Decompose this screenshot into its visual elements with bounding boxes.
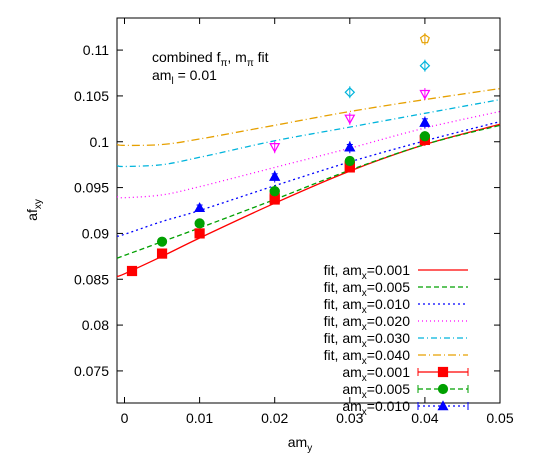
data-points [126,33,431,277]
data-point [156,236,168,247]
data-point [126,265,138,277]
data-point [344,141,356,152]
y-tick-label: 0.11 [83,42,109,58]
y-tick-label: 0.095 [74,180,109,196]
y-tick-label: 0.09 [82,225,109,241]
data-point [344,86,356,98]
annotation-line1: combined fπ, mπ fit [152,49,269,69]
data-point [344,114,356,125]
fit-line-0.030 [116,98,501,168]
legend-marker [437,383,449,395]
fit-line-0.005 [116,124,501,259]
legend-label: fit, amx=0.040 [324,347,411,367]
data-point [194,218,205,229]
plot-frame [116,17,501,404]
legend-label: fit, amx=0.030 [324,330,411,350]
data-point [194,228,205,239]
data-point [419,131,431,142]
x-axis-label: amy [288,434,312,454]
legend-label: amx=0.010 [342,398,410,418]
data-point [419,116,431,127]
data-point [269,170,281,181]
data-point [194,202,206,212]
y-tick-label: 0.105 [74,88,109,104]
x-tick-label: 0.01 [186,410,213,426]
data-point [269,194,280,205]
fit-line-0.040 [116,87,501,147]
legend-label: fit, amx=0.005 [324,279,411,299]
legend-label: fit, amx=0.020 [324,313,411,333]
fit-line-0.001 [116,123,501,278]
data-point [419,33,430,44]
data-point [156,248,168,259]
annotation-line2: aml = 0.01 [152,67,217,87]
data-point [269,186,280,197]
y-tick-label: 0.085 [74,271,109,287]
x-tick-label: 0.05 [486,410,513,426]
y-tick-label: 0.08 [82,317,109,333]
fit-line-0.020 [116,110,501,199]
data-point [269,143,281,153]
data-point [344,155,355,167]
x-tick-label: 0.02 [261,410,288,426]
data-point [419,89,431,100]
x-tick-label: 0.03 [336,410,363,426]
fit-lines [116,87,501,278]
legend-label: fit, amx=0.010 [324,296,411,316]
x-tick-label: 0 [121,410,129,426]
legend-label: amx=0.005 [342,381,410,401]
legend-marker [437,366,449,378]
legend-label: fit, amx=0.001 [324,262,411,282]
legend-label: amx=0.001 [342,364,410,384]
y-tick-label: 0.1 [90,134,110,150]
x-tick-label: 0.04 [411,410,438,426]
axis-ticks: 0 0.01 0.02 0.03 0.04 0.05 0.075 0.08 0.085 0.09 0… [74,18,514,426]
data-point [419,60,431,72]
legend-marker [437,400,449,411]
y-tick-label: 0.075 [74,363,109,379]
y-axis-label: afxy [24,199,44,221]
